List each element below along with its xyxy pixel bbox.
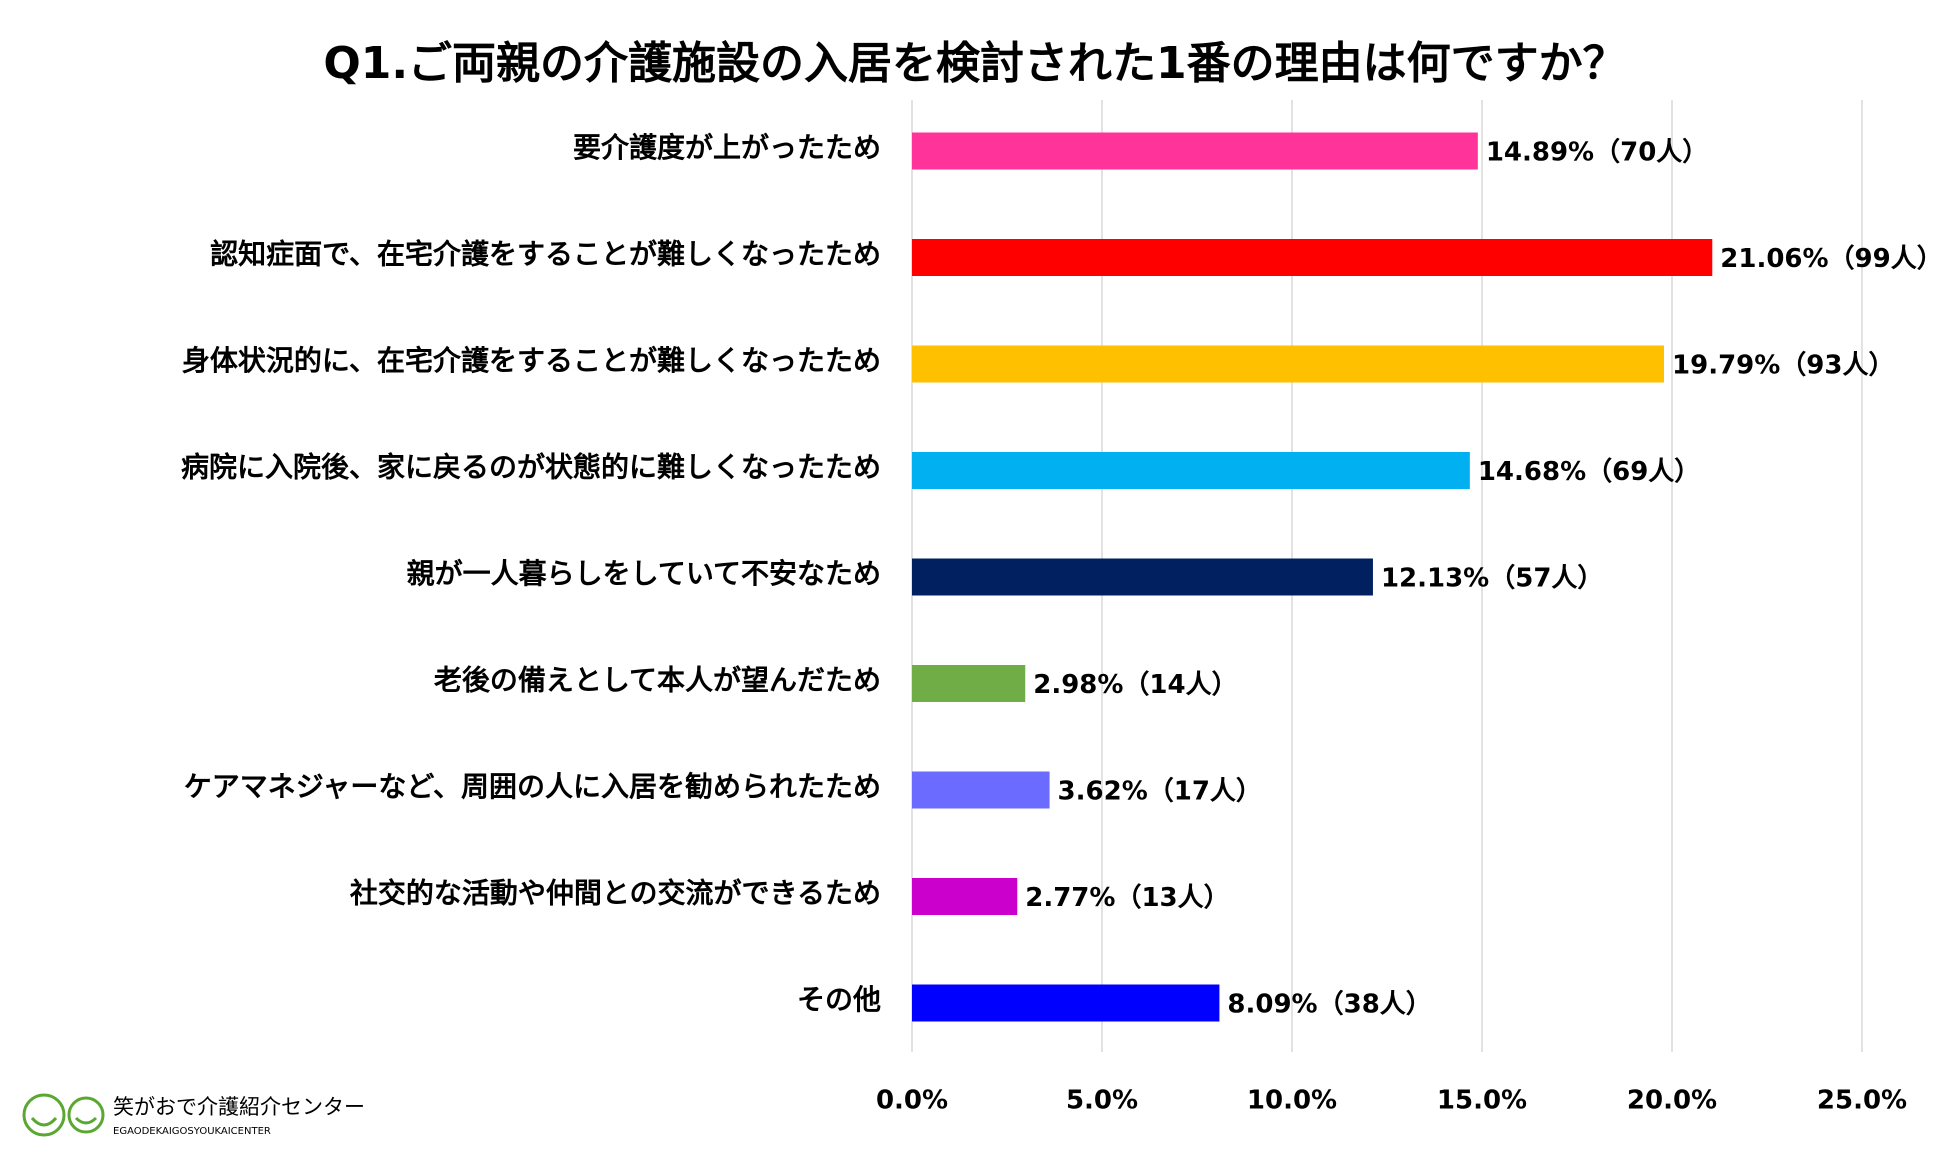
- value-label: 12.13%（57人）: [1381, 564, 1603, 594]
- logo-smile: [30, 1116, 98, 1127]
- bar: [912, 345, 1665, 383]
- bar: [912, 984, 1220, 1022]
- bar: [912, 771, 1050, 809]
- bar: [912, 878, 1018, 915]
- logo-name: 笑がおで介護紹介センター: [113, 1095, 365, 1119]
- value-label: 19.79%（93人）: [1672, 351, 1894, 381]
- x-tick-label: 15.0%: [1437, 1086, 1527, 1116]
- y-tick-label: ケアマネジャーなど、周囲の人に入居を勧められたため: [184, 770, 881, 803]
- chart-title: Q1.ご両親の介護施設の入居を検討された1番の理由は何ですか？: [323, 38, 1626, 89]
- bar: [912, 239, 1713, 276]
- x-tick-label: 10.0%: [1247, 1086, 1337, 1116]
- y-tick-label: 親が一人暮らしをしていて不安なため: [407, 557, 881, 590]
- value-label: 8.09%（38人）: [1227, 990, 1431, 1020]
- value-label: 2.98%（14人）: [1033, 670, 1237, 700]
- y-tick-label: 老後の備えとして本人が望んだため: [434, 664, 881, 697]
- x-tick-label: 25.0%: [1817, 1086, 1907, 1116]
- y-tick-label: 社交的な活動や仲間との交流ができるため: [350, 877, 881, 910]
- value-label: 14.68%（69人）: [1478, 457, 1700, 487]
- bar: [912, 132, 1478, 170]
- y-tick-label: 病院に入院後、家に戻るのが状態的に難しくなったため: [181, 451, 881, 484]
- value-label: 3.62%（17人）: [1058, 777, 1262, 807]
- logo-subtitle: EGAODEKAIGOSYOUKAICENTER: [113, 1126, 271, 1137]
- value-label: 14.89%（70人）: [1486, 138, 1708, 168]
- bar: [912, 452, 1470, 489]
- bar: [912, 665, 1026, 702]
- logo-icon: [67, 1096, 105, 1134]
- value-label: 2.77%（13人）: [1025, 883, 1229, 913]
- x-tick-label: 5.0%: [1066, 1086, 1138, 1116]
- value-label: 21.06%（99人）: [1720, 244, 1942, 274]
- y-tick-label: 要介護度が上がったため: [573, 131, 881, 164]
- x-tick-label: 20.0%: [1627, 1086, 1717, 1116]
- y-tick-label: その他: [797, 983, 881, 1016]
- logo-icon: [22, 1093, 66, 1137]
- logo: [22, 1093, 105, 1137]
- y-tick-label: 身体状況的に、在宅介護をすることが難しくなったため: [182, 344, 881, 377]
- bar: [912, 558, 1373, 596]
- y-tick-label: 認知症面で、在宅介護をすることが難しくなったため: [210, 238, 881, 271]
- x-tick-label: 0.0%: [876, 1086, 948, 1116]
